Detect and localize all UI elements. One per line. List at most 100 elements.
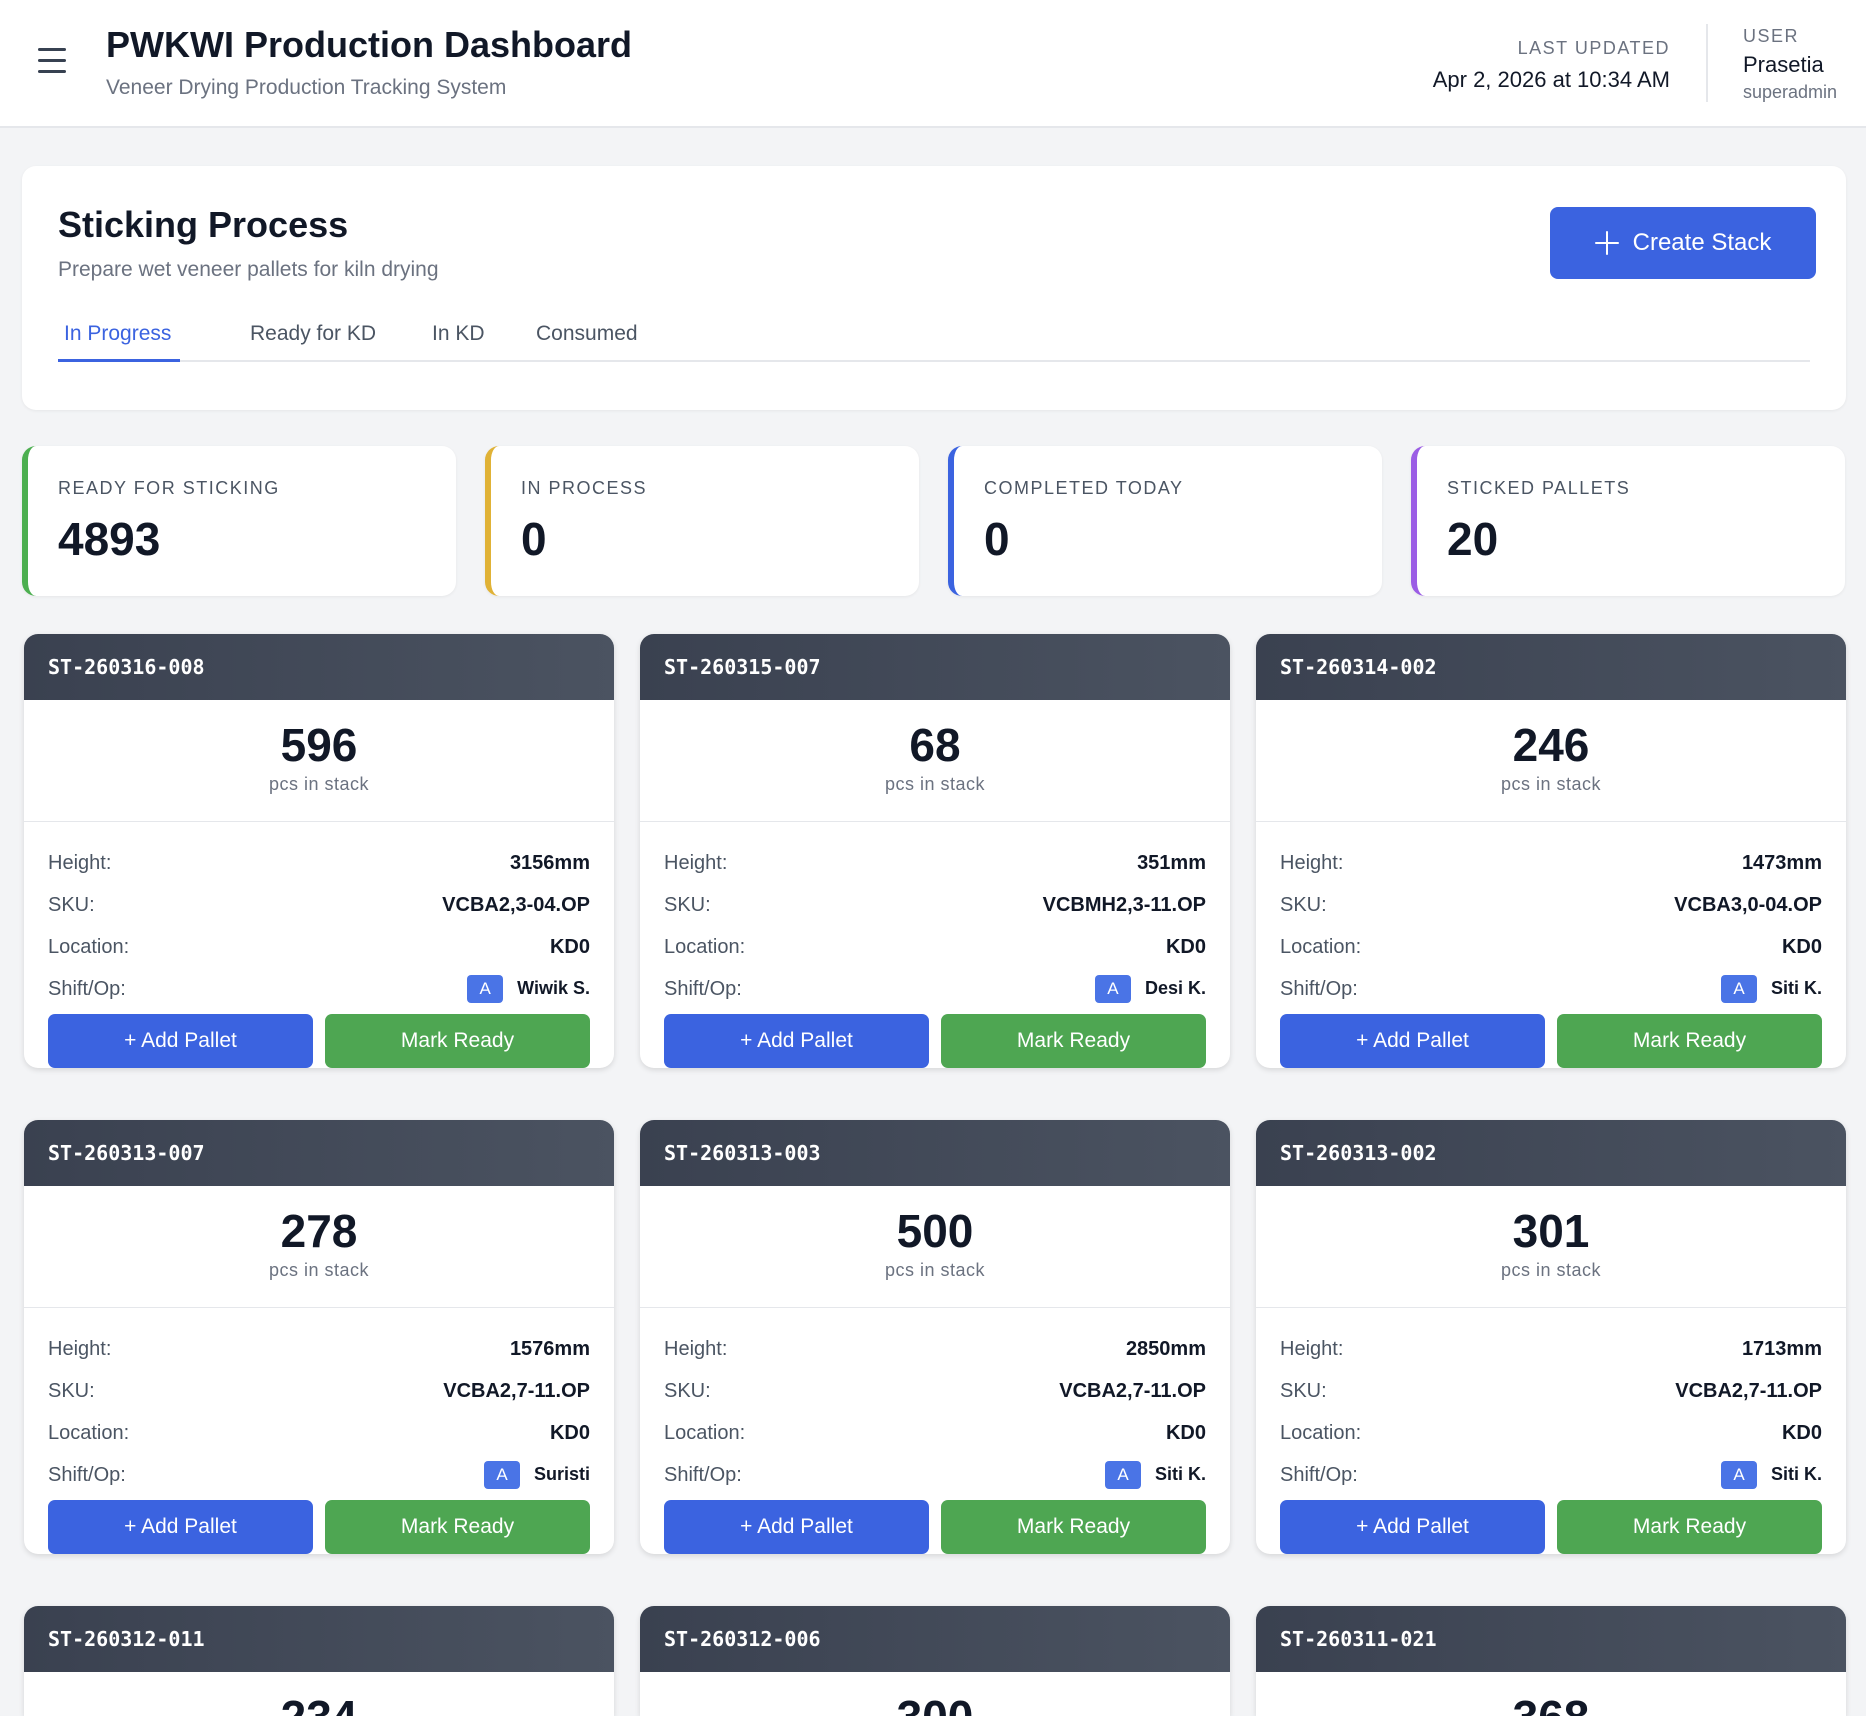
location-value: KD0: [1165, 1421, 1206, 1444]
shift-op-label: Shift/Op:: [1280, 977, 1358, 1000]
location-row: Location: KD0: [1280, 926, 1822, 968]
app-subtitle: Veneer Drying Production Tracking System: [106, 76, 507, 99]
add-pallet-button[interactable]: + Add Pallet: [664, 1500, 929, 1554]
stack-id: ST-260312-006: [640, 1606, 1230, 1672]
stack-card: ST-260313-007 278 pcs in stack Height: 15…: [24, 1120, 614, 1554]
stack-id: ST-260315-007: [640, 634, 1230, 700]
sku-value: VCBA2,7-11.OP: [443, 1379, 590, 1402]
height-label: Height:: [1280, 851, 1344, 874]
stack-count: 246 pcs in stack: [1256, 700, 1846, 822]
stack-count: 68 pcs in stack: [640, 700, 1230, 822]
stack-count: 500 pcs in stack: [640, 1186, 1230, 1308]
create-stack-button[interactable]: Create Stack: [1550, 207, 1816, 279]
stack-card: ST-260315-007 68 pcs in stack Height: 351…: [640, 634, 1230, 1068]
shift-op-row: Shift/Op: A Desi K.: [664, 968, 1206, 1010]
sku-label: SKU:: [48, 1379, 95, 1402]
mark-ready-button[interactable]: Mark Ready: [941, 1500, 1206, 1554]
stat-label: COMPLETED TODAY: [984, 478, 1184, 498]
stack-pcs: 301: [1512, 1205, 1590, 1257]
stat-in-process: IN PROCESS 0: [485, 446, 919, 596]
hamburger-menu-icon[interactable]: [36, 48, 68, 78]
sku-label: SKU:: [1280, 893, 1327, 916]
sku-value: VCBA2,3-04.OP: [442, 893, 590, 916]
stack-pcs: 300: [640, 1690, 1230, 1716]
mark-ready-button[interactable]: Mark Ready: [1557, 1500, 1822, 1554]
stack-id: ST-260311-021: [1256, 1606, 1846, 1672]
stack-count: 278 pcs in stack: [24, 1186, 614, 1308]
add-pallet-button[interactable]: + Add Pallet: [1280, 1014, 1545, 1068]
stat-value: 0: [984, 513, 1010, 565]
stack-card: ST-260313-003 500 pcs in stack Height: 28…: [640, 1120, 1230, 1554]
stack-pcs: 500: [896, 1205, 974, 1257]
height-label: Height:: [664, 851, 728, 874]
shift-op-row: Shift/Op: A Siti K.: [1280, 968, 1822, 1010]
stack-count: 300: [640, 1672, 1230, 1716]
stack-pcs-unit: pcs in stack: [1500, 774, 1602, 794]
stat-value: 20: [1447, 513, 1499, 565]
plus-icon: [1594, 231, 1619, 255]
stack-id: ST-260316-008: [24, 634, 614, 700]
stack-pcs: 596: [280, 719, 358, 771]
height-row: Height: 1576mm: [48, 1328, 590, 1370]
sku-row: SKU: VCBMH2,3-11.OP: [664, 884, 1206, 926]
height-row: Height: 3156mm: [48, 842, 590, 884]
shift-badge: A: [1104, 1461, 1141, 1489]
sku-label: SKU:: [664, 1379, 711, 1402]
user-info[interactable]: USER Prasetia superadmin: [1743, 26, 1837, 103]
shift-badge: A: [467, 975, 504, 1003]
sku-value: VCBA2,7-11.OP: [1675, 1379, 1822, 1402]
location-value: KD0: [1781, 1421, 1822, 1444]
add-pallet-button[interactable]: + Add Pallet: [48, 1500, 313, 1554]
shift-badge: A: [1720, 975, 1757, 1003]
mark-ready-button[interactable]: Mark Ready: [325, 1014, 590, 1068]
location-row: Location: KD0: [48, 926, 590, 968]
tab-ready-for-kd[interactable]: Ready for KD: [250, 322, 377, 345]
tab-consumed[interactable]: Consumed: [536, 322, 638, 345]
location-value: KD0: [549, 935, 590, 958]
tab-in-kd[interactable]: In KD: [432, 322, 485, 345]
stack-card: ST-260312-011 234: [24, 1606, 614, 1716]
location-row: Location: KD0: [48, 1412, 590, 1454]
user-role: superadmin: [1743, 82, 1838, 102]
last-updated-value: Apr 2, 2026 at 10:34 AM: [1432, 67, 1670, 92]
mark-ready-button[interactable]: Mark Ready: [1557, 1014, 1822, 1068]
add-pallet-button[interactable]: + Add Pallet: [48, 1014, 313, 1068]
location-label: Location:: [1280, 935, 1362, 958]
height-label: Height:: [1280, 1337, 1344, 1360]
location-row: Location: KD0: [664, 926, 1206, 968]
location-row: Location: KD0: [1280, 1412, 1822, 1454]
height-row: Height: 1713mm: [1280, 1328, 1822, 1370]
stack-card: ST-260316-008 596 pcs in stack Height: 31…: [24, 634, 614, 1068]
user-name: Prasetia: [1743, 52, 1824, 77]
stack-count: 368: [1256, 1672, 1846, 1716]
shift-badge: A: [1720, 1461, 1757, 1489]
height-value: 1473mm: [1741, 851, 1822, 874]
add-pallet-button[interactable]: + Add Pallet: [1280, 1500, 1545, 1554]
location-value: KD0: [549, 1421, 590, 1444]
last-updated-label: LAST UPDATED: [1517, 38, 1670, 58]
mark-ready-button[interactable]: Mark Ready: [325, 1500, 590, 1554]
shift-badge: A: [1094, 975, 1131, 1003]
location-value: KD0: [1781, 935, 1822, 958]
tab-in-progress[interactable]: In Progress: [58, 314, 180, 362]
location-label: Location:: [48, 935, 130, 958]
stack-pcs-unit: pcs in stack: [268, 774, 370, 794]
top-bar: PWKWI Production Dashboard Veneer Drying…: [0, 0, 1866, 128]
stack-pcs-unit: pcs in stack: [884, 774, 986, 794]
location-label: Location:: [664, 1421, 746, 1444]
stack-pcs-unit: pcs in stack: [268, 1260, 370, 1280]
height-value: 1576mm: [509, 1337, 590, 1360]
mark-ready-button[interactable]: Mark Ready: [941, 1014, 1206, 1068]
operator-name: Desi K.: [1144, 978, 1206, 998]
stat-value: 0: [521, 513, 547, 565]
stack-card: ST-260311-021 368: [1256, 1606, 1846, 1716]
shift-op-label: Shift/Op:: [48, 977, 126, 1000]
stat-ready-for-sticking: READY FOR STICKING 4893: [22, 446, 456, 596]
stack-pcs-unit: pcs in stack: [884, 1260, 986, 1280]
last-updated: LAST UPDATED Apr 2, 2026 at 10:34 AM: [1433, 38, 1670, 93]
shift-op-row: Shift/Op: A Suristi: [48, 1454, 590, 1496]
height-label: Height:: [48, 851, 112, 874]
stack-card: ST-260314-002 246 pcs in stack Height: 14…: [1256, 634, 1846, 1068]
stack-card: ST-260312-006 300: [640, 1606, 1230, 1716]
add-pallet-button[interactable]: + Add Pallet: [664, 1014, 929, 1068]
